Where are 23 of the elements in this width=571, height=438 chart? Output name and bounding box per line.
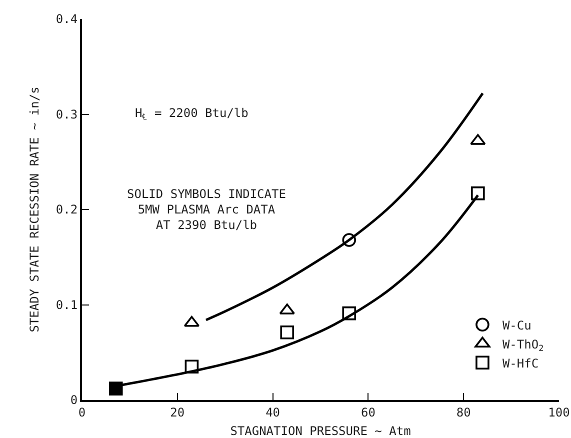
- annotation: SOLID SYMBOLS INDICATE 5MW PLASMA Arc DATA AT 2390 Btu/lb: [127, 187, 286, 232]
- legend-label: W-Cu: [502, 318, 532, 332]
- y-tick-label: 0.1: [56, 298, 78, 312]
- point: [280, 325, 294, 340]
- point: [471, 186, 485, 200]
- x-tick-label: 20: [170, 405, 185, 420]
- y-tick-label: 0: [70, 393, 78, 408]
- point: [342, 306, 356, 320]
- x-tick-label: 40: [266, 405, 280, 420]
- y-tick-label: 0.4: [56, 12, 78, 26]
- point: [342, 233, 356, 247]
- legend-label: W-HfC: [502, 356, 539, 370]
- point: [108, 382, 123, 396]
- point: [184, 360, 199, 374]
- x-tick-label: 100: [548, 405, 570, 420]
- annotation: H$_{℄}$ = 2200 Btu/lb: [135, 106, 248, 122]
- y-axis-title: STEADY STATE RECESSION RATE ~ in/s: [28, 86, 42, 332]
- x-axis-title: STAGNATION PRESSURE ~ Atm: [230, 424, 411, 438]
- y-tick-label: 0.3: [56, 107, 78, 122]
- y-tick-label: 0.2: [56, 202, 78, 217]
- x-tick-label: 60: [360, 405, 376, 420]
- legend-label: W-ThO$_{2}$: [502, 337, 544, 353]
- x-tick-label: 80: [456, 405, 471, 420]
